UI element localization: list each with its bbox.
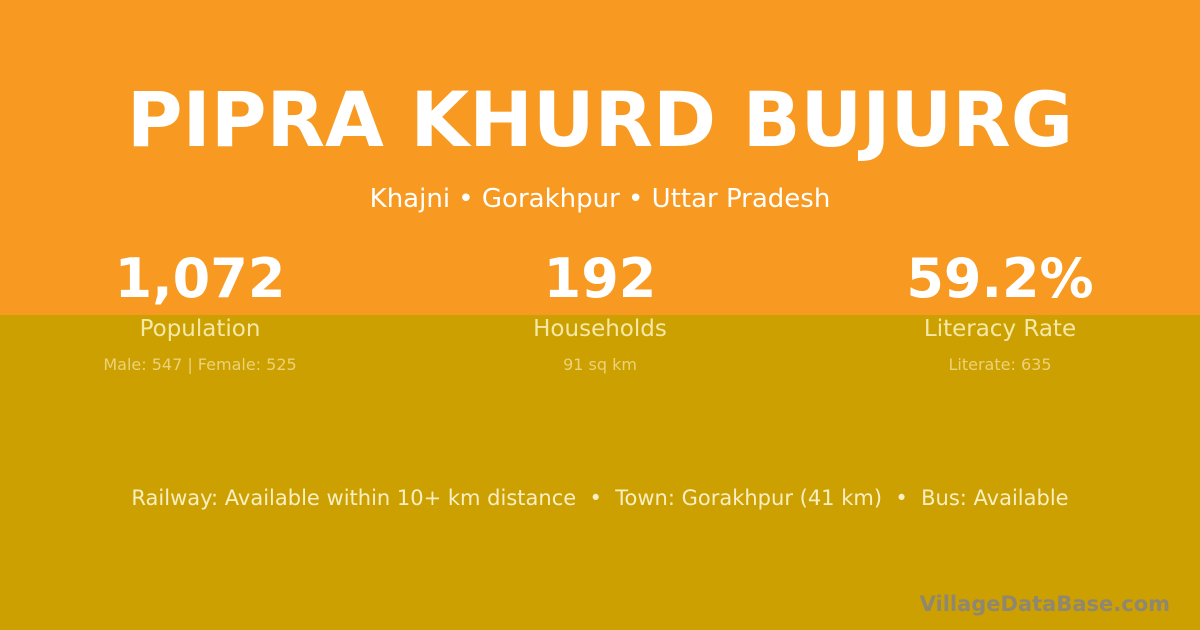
- village-title: PIPRA KHURD BUJURG: [126, 75, 1074, 164]
- access-info: Railway: Available within 10+ km distanc…: [131, 486, 1069, 510]
- literacy-value: 59.2%: [906, 247, 1094, 310]
- population-detail: Male: 547 | Female: 525: [103, 355, 297, 374]
- literacy-label: Literacy Rate: [923, 316, 1077, 342]
- households-detail: 91 sq km: [563, 355, 637, 374]
- households-label: Households: [533, 316, 667, 342]
- households-value: 192: [543, 247, 657, 310]
- population-label: Population: [139, 316, 261, 342]
- lower-band: [0, 315, 1200, 630]
- literacy-detail: Literate: 635: [948, 355, 1052, 374]
- population-value: 1,072: [114, 247, 286, 310]
- location-breadcrumb: Khajni • Gorakhpur • Uttar Pradesh: [369, 184, 831, 214]
- brand-watermark: VillageDataBase.com: [919, 592, 1170, 616]
- header-band: [0, 0, 1200, 315]
